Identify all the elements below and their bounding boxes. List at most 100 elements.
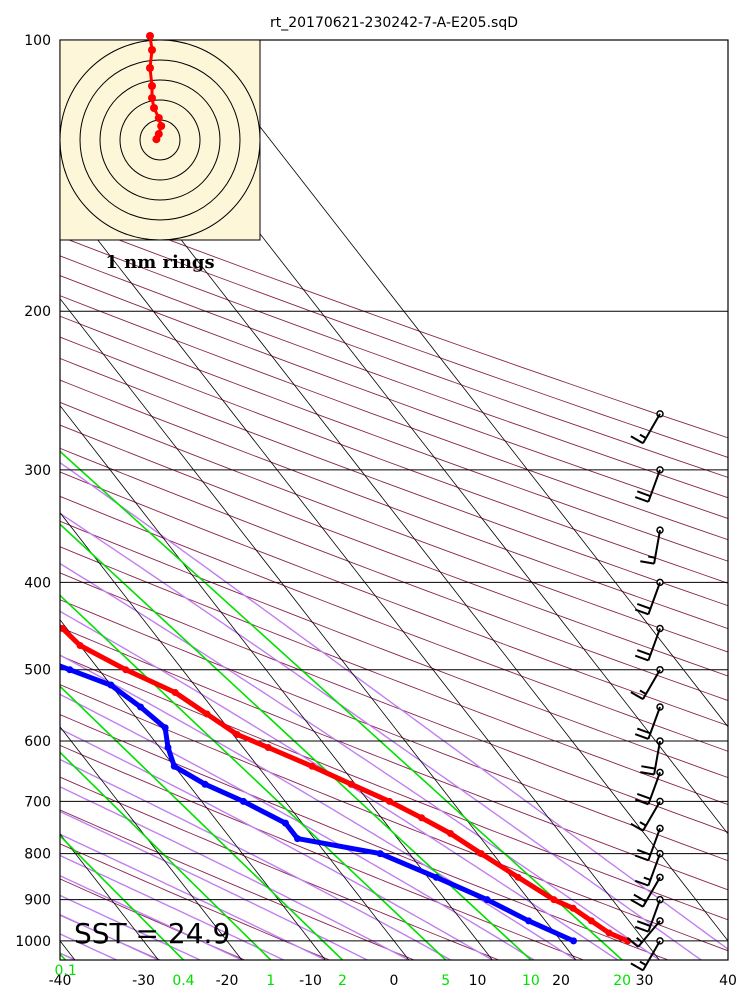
dry-adiabat [60, 520, 728, 779]
wind-barb-half [635, 937, 643, 944]
temperature-tick-label: 10 [469, 973, 487, 989]
temperature-point [477, 850, 485, 858]
dewpoint-point [432, 873, 440, 881]
temperature-point [605, 929, 613, 937]
temperature-point [308, 762, 316, 770]
wind-barb-flag [636, 848, 651, 856]
moist-adiabat [60, 693, 535, 960]
dry-adiabat [60, 626, 728, 891]
mixing-ratio-label: 1 [266, 973, 275, 989]
dry-adiabat [60, 357, 728, 607]
wind-barb-half [643, 876, 651, 881]
wind-barb [630, 665, 664, 701]
inset-track-point [146, 32, 154, 40]
wind-barb-staff [647, 582, 661, 615]
wind-barb [634, 466, 664, 503]
temperature-point [447, 830, 455, 838]
temperature-point [9, 598, 16, 605]
wind-barb-flag [640, 771, 655, 776]
dewpoint-point [161, 724, 169, 732]
dry-adiabat [60, 401, 728, 653]
pressure-tick-label: 600 [24, 734, 51, 750]
temperature-tick-label: 20 [552, 973, 570, 989]
mixing-ratio-line [60, 751, 272, 960]
dry-adiabat [60, 198, 728, 439]
wind-barb [634, 578, 664, 616]
mixing-ratio-label: 20 [613, 973, 631, 989]
temperature-point [122, 666, 130, 674]
mixing-ratio-line [60, 953, 67, 960]
pressure-tick-label: 1000 [15, 934, 51, 950]
dewpoint-point [107, 681, 115, 689]
plot-border [59, 39, 729, 961]
range-ring [119, 99, 201, 181]
mixing-ratio-line [60, 523, 532, 960]
dry-adiabat [60, 714, 669, 960]
wind-barb [634, 768, 664, 806]
dry-adiabat [60, 295, 728, 541]
mixing-ratio-label: 0.1 [54, 963, 76, 979]
wind-barb-flag [640, 560, 655, 565]
pressure-tick-label: 100 [24, 33, 51, 49]
temperature-tick-labels: -40 -30 -20 -10 0 10 20 30 40 [49, 973, 737, 989]
temperature-tick-label: -20 [216, 973, 239, 989]
mixing-ratio-label: 5 [441, 973, 450, 989]
moist-adiabat [60, 562, 660, 960]
wind-barb-flag [626, 937, 639, 948]
temperature-point [514, 873, 522, 881]
wind-barb-flag [634, 798, 649, 806]
mixing-ratio-line [60, 834, 184, 960]
wind-barb [634, 849, 664, 887]
dry-adiabat [60, 684, 728, 952]
pressure-tick-labels: 100 200 300 400 500 600 700 800 900 1000 [15, 33, 51, 950]
wind-barb-flag [634, 925, 649, 933]
wind-barb [634, 624, 664, 662]
dewpoint-point [137, 703, 145, 711]
plot-frame [59, 39, 729, 961]
dry-adiabat [60, 809, 415, 960]
temperature-point [171, 689, 179, 697]
isotherm [60, 512, 410, 960]
moist-adiabat [60, 786, 410, 960]
dry-adiabat [60, 744, 584, 960]
dewpoint-point [294, 835, 302, 843]
moist-adiabat [60, 728, 493, 960]
wind-barb-flag [636, 920, 651, 927]
temperature-tick-label: 0 [390, 973, 399, 989]
temperature-point [76, 641, 84, 649]
moist-adiabat [60, 512, 702, 960]
temperature-point [386, 797, 394, 805]
temperature-line [60, 624, 631, 944]
dry-adiabat [60, 843, 330, 960]
temperature-point [203, 710, 211, 718]
wind-barb-half [648, 555, 656, 559]
inset-track-point [148, 46, 156, 54]
dewpoint-point [570, 937, 578, 945]
wind-barb-flag [634, 608, 649, 616]
wind-barb-flag [633, 893, 647, 903]
wind-barb-half [639, 433, 647, 439]
wind-barb-flag [634, 879, 649, 887]
wind-barb-flag [630, 822, 644, 832]
mixing-ratio-line [60, 594, 447, 960]
wind-barb [630, 410, 664, 445]
wind-barb [634, 895, 664, 933]
inset-label: 1 nm rings [105, 252, 214, 273]
wind-barb [626, 917, 664, 948]
wind-barb-flag [630, 898, 644, 908]
mixing-ratio-label: 0.4 [172, 973, 194, 989]
wind-barb [630, 873, 664, 908]
sst-label: SST = 24.9 [74, 917, 230, 950]
moist-adiabat [60, 461, 728, 951]
wind-barb [634, 824, 664, 862]
pressure-tick-label: 700 [24, 794, 51, 810]
isobar-lines [60, 40, 728, 942]
dewpoint-point [483, 896, 491, 904]
wind-barb [630, 797, 664, 832]
moist-adiabat [60, 894, 201, 960]
wind-barb [630, 937, 664, 972]
wind-barb-flag [630, 962, 644, 972]
dewpoint-point [170, 762, 178, 770]
dry-adiabat [60, 776, 500, 960]
